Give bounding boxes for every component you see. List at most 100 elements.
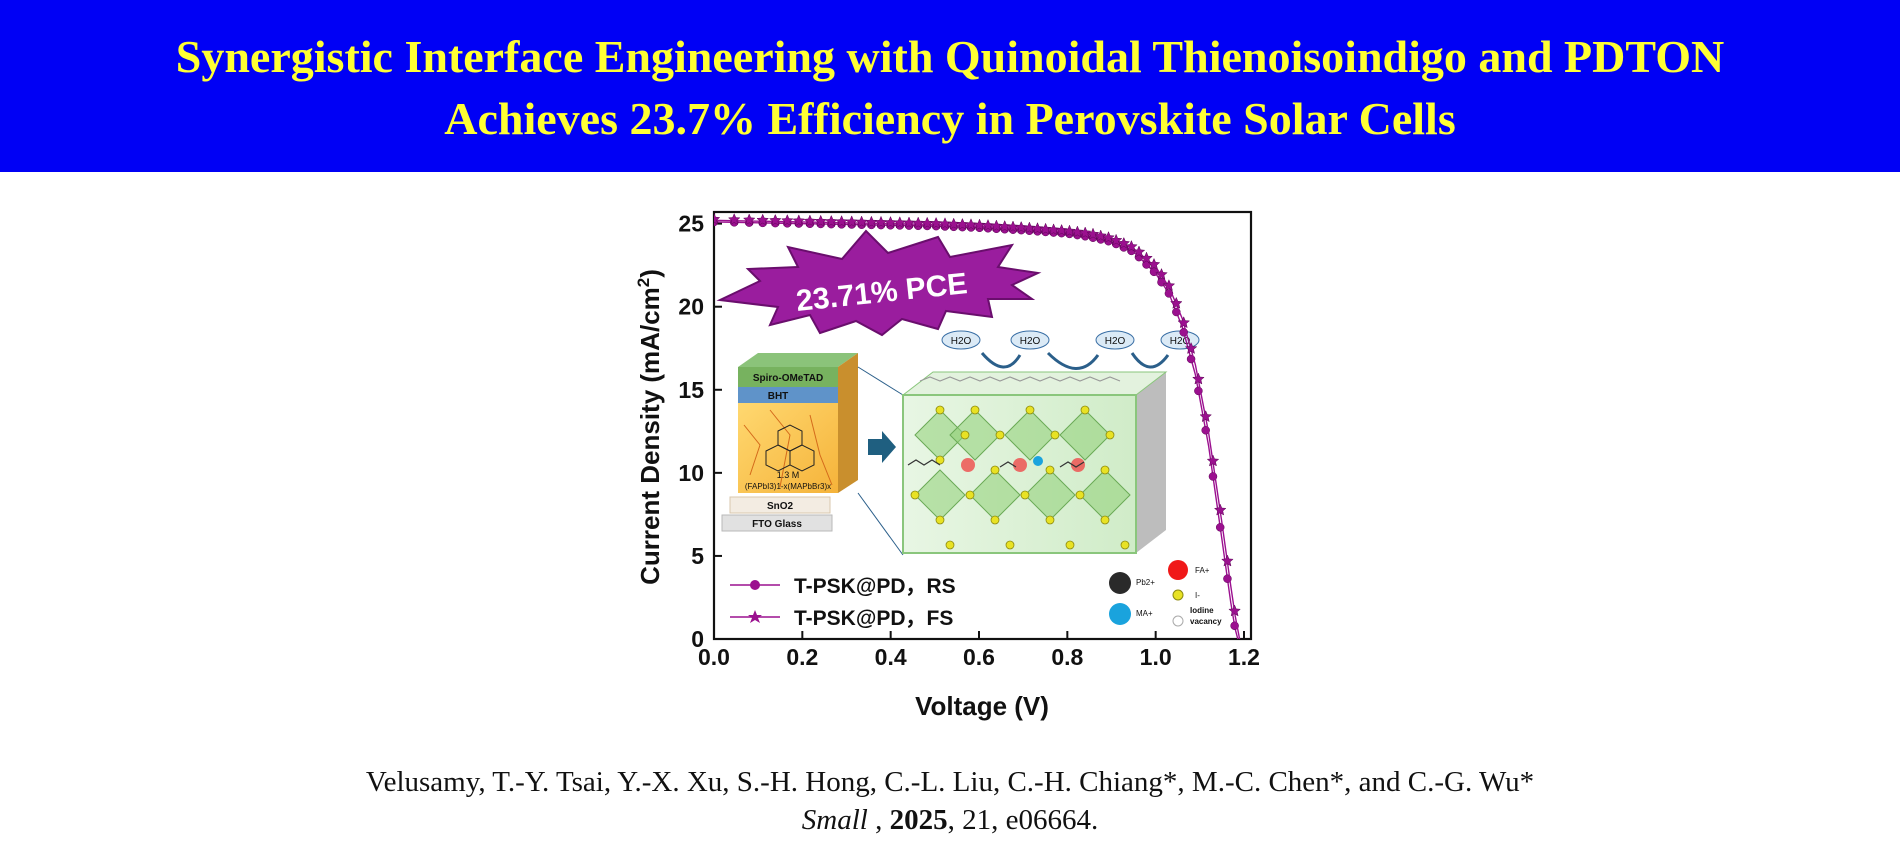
data-point-fs xyxy=(947,217,961,230)
data-point-fs xyxy=(814,214,828,227)
data-point-fs xyxy=(1031,222,1044,235)
data-point-rs xyxy=(1149,267,1159,277)
data-point-fs xyxy=(1039,222,1052,235)
y-tick-label: 20 xyxy=(678,294,704,320)
data-point-fs xyxy=(824,214,838,227)
title-line-2: Achieves 23.7% Efficiency in Perovskite … xyxy=(444,93,1456,144)
data-point-fs xyxy=(1086,227,1100,240)
page-title: Synergistic Interface Engineering with Q… xyxy=(0,26,1900,150)
layer-label-bht: BHT xyxy=(768,391,789,402)
data-point-fs xyxy=(1169,296,1183,309)
y-tick-label: 15 xyxy=(678,377,704,403)
pb-ion-marker xyxy=(1109,572,1131,594)
data-point-fs xyxy=(1132,245,1146,258)
x-tick-label: 1.0 xyxy=(1140,644,1172,670)
series-legend: T-PSK@PD，RS T-PSK@PD，FS xyxy=(730,575,956,630)
data-point-fs xyxy=(1055,223,1068,236)
data-point-fs xyxy=(1162,279,1176,292)
data-point-fs xyxy=(1147,257,1161,270)
repel-arrow xyxy=(980,352,1022,369)
data-point-fs xyxy=(1206,454,1220,467)
layer-bht xyxy=(738,387,838,403)
data-point-fs xyxy=(803,214,817,227)
data-point-fs xyxy=(1177,316,1191,329)
h2o-molecules: H2O H2O H2O H2O xyxy=(941,330,1200,370)
citation-separator: , xyxy=(875,804,883,836)
h2o-bubble: H2O xyxy=(941,330,981,350)
h2o-label: H2O xyxy=(1020,336,1041,347)
layer-fto xyxy=(721,514,833,532)
legend-marker-rs xyxy=(750,580,760,590)
data-point-fs xyxy=(865,215,878,228)
citation: Velusamy, T.-Y. Tsai, Y.-X. Xu, S.-H. Ho… xyxy=(0,763,1900,839)
data-point-fs xyxy=(1184,341,1198,355)
legend-label-fs: T-PSK@PD，FS xyxy=(794,607,953,630)
data-point-fs xyxy=(1140,251,1153,264)
y-tick-label: 10 xyxy=(678,460,704,486)
data-point-fs xyxy=(1047,223,1060,236)
data-point-fs xyxy=(1213,503,1227,516)
y-tick-label: 25 xyxy=(678,211,704,237)
starburst-shape xyxy=(716,229,1042,337)
data-point-fs xyxy=(1078,226,1092,239)
crystal-structure-inset xyxy=(901,371,1168,554)
data-point-fs xyxy=(742,213,756,226)
layer-spiro xyxy=(738,367,838,387)
layer-label-fto: FTO Glass xyxy=(752,519,802,530)
zoom-arrow-icon xyxy=(868,431,896,463)
citation-journal: Small xyxy=(801,804,868,836)
data-point-fs xyxy=(956,217,969,230)
device-stack: Spiro-OMeTAD BHT 1.3 M (FAPbI3)1-x(MAPbB… xyxy=(721,353,858,532)
pb-ion-label: Pb2+ xyxy=(1136,578,1155,587)
x-tick-label: 0.2 xyxy=(786,644,818,670)
data-point-fs xyxy=(845,215,859,228)
data-point-fs xyxy=(1221,554,1234,567)
repel-arrow xyxy=(1046,351,1100,370)
data-point-fs xyxy=(1071,225,1084,238)
data-point-fs xyxy=(973,218,986,231)
data-point-fs xyxy=(727,213,741,226)
data-point-fs xyxy=(768,213,782,226)
i-ion-label: I- xyxy=(1195,591,1200,600)
data-point-fs xyxy=(792,214,806,227)
data-point-fs xyxy=(714,212,721,225)
citation-year: 2025 xyxy=(889,804,948,836)
layer-label-spiro: Spiro-OMeTAD xyxy=(753,373,823,384)
x-tick-label: 0.4 xyxy=(875,644,907,670)
x-axis-label: Voltage (V) xyxy=(915,691,1049,721)
iodine-vacancy-label: Iodine vacancy xyxy=(1190,606,1222,626)
data-point-fs xyxy=(998,219,1012,232)
legend-marker-fs xyxy=(748,610,762,623)
i-ion-marker xyxy=(1172,589,1184,601)
data-point-fs xyxy=(1102,231,1115,244)
legend-label-rs: T-PSK@PD，RS xyxy=(794,575,956,598)
series-layer xyxy=(714,212,1241,639)
iodine-vacancy-marker xyxy=(1172,615,1184,627)
data-point-fs xyxy=(964,218,978,231)
x-tick-label: 0.8 xyxy=(1051,644,1083,670)
data-point-fs xyxy=(938,217,952,230)
data-point-fs xyxy=(780,214,794,227)
x-tick-label: 1.2 xyxy=(1228,644,1260,670)
x-tick-label: 0.0 xyxy=(698,644,730,670)
layer-label-sno2: SnO2 xyxy=(767,501,794,512)
data-point-fs xyxy=(1023,221,1036,234)
data-point-fs xyxy=(1063,224,1076,237)
data-point-fs xyxy=(929,216,943,229)
jv-curve-figure: Current Density (mA/cm2) Voltage (V) 0.0… xyxy=(634,211,1260,721)
citation-volume: , 21, e06664. xyxy=(947,804,1099,836)
data-point-fs xyxy=(756,213,770,226)
h2o-bubble: H2O xyxy=(1010,330,1050,350)
y-ticks: 0 5 10 15 20 25 xyxy=(678,211,722,652)
fa-ion-label: FA+ xyxy=(1195,566,1210,575)
data-point-fs xyxy=(1094,229,1108,242)
data-point-fs xyxy=(1228,604,1241,617)
layer-sno2 xyxy=(729,496,831,514)
citation-reference: Small , 2025, 21, e06664. xyxy=(0,801,1900,839)
data-point-fs xyxy=(1199,410,1213,423)
ma-ion-label: MA+ xyxy=(1136,609,1153,618)
x-ticks: 0.0 0.2 0.4 0.6 0.8 1.0 1.2 xyxy=(698,631,1260,670)
data-point-fs xyxy=(1125,239,1138,253)
h2o-label: H2O xyxy=(951,336,972,347)
data-point-fs xyxy=(1014,220,1028,233)
